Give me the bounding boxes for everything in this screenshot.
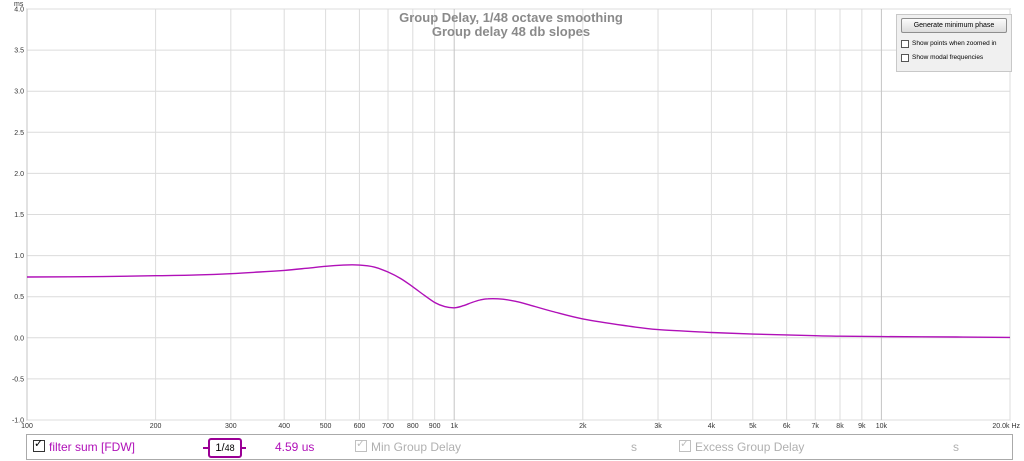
x-tick-label: 700 <box>382 423 394 430</box>
x-tick-label: 200 <box>150 423 162 430</box>
series-line-filter-sum <box>26 264 1011 339</box>
y-tick-label: -1.0 <box>12 418 24 425</box>
chart-grid <box>26 8 1011 421</box>
min-group-delay-label: Min Group Delay <box>371 440 462 454</box>
overlay-controls-panel: Generate minimum phase Show points when … <box>896 14 1012 72</box>
y-tick-label: 0.5 <box>14 294 24 301</box>
show-points-checkbox[interactable] <box>901 40 909 48</box>
cursor-value: 4.59 us <box>275 440 315 454</box>
x-tick-label: 1k <box>450 423 458 430</box>
y-tick-label: 4.0 <box>14 7 24 14</box>
show-modal-label: Show modal frequencies <box>912 54 984 61</box>
group-delay-chart[interactable]: -1.0 -0.5 0.0 0.5 1.0 1.5 2.0 2.5 3.0 3.5 4.0 100 20… <box>0 0 1024 432</box>
x-tick-label: 900 <box>429 423 441 430</box>
x-tick-label: 3k <box>654 423 662 430</box>
min-group-delay-checkbox[interactable]: ✓ <box>355 438 367 452</box>
x-tick-label: 7k <box>812 423 820 430</box>
x-tick-label: 300 <box>225 423 237 430</box>
x-tick-label: 20.0k Hz <box>992 423 1020 430</box>
fraction-slash: / <box>221 442 225 454</box>
smoothing-line-right <box>240 447 246 449</box>
show-points-label: Show points when zoomed in <box>912 40 997 47</box>
generate-minimum-phase-button[interactable]: Generate minimum phase <box>901 18 1007 33</box>
smoothing-denominator: 48 <box>224 443 235 453</box>
y-tick-label: 2.0 <box>14 171 24 178</box>
y-tick-label: 3.0 <box>14 89 24 96</box>
check-icon: ✓ <box>680 438 690 450</box>
smoothing-line-left <box>203 447 209 449</box>
x-tick-label: 8k <box>836 423 844 430</box>
excess-group-delay-unit: s <box>953 440 959 454</box>
show-modal-checkbox[interactable] <box>901 54 909 62</box>
min-group-delay-toggle[interactable]: ✓ Min Group Delay <box>355 435 461 459</box>
x-tick-label: 100 <box>21 423 33 430</box>
y-tick-label: 0.0 <box>14 335 24 342</box>
show-modal-option[interactable]: Show modal frequencies <box>901 53 983 63</box>
excess-group-delay-checkbox[interactable]: ✓ <box>679 438 691 452</box>
trace-checkbox[interactable]: ✓ <box>33 438 45 452</box>
y-axis-unit-label: ms <box>14 1 24 8</box>
x-tick-label: 600 <box>354 423 366 430</box>
y-tick-label: 3.5 <box>14 48 24 55</box>
trace-toggle[interactable]: ✓ filter sum [FDW] <box>33 435 135 459</box>
trace-name-label: filter sum [FDW] <box>49 440 135 454</box>
y-tick-label: -0.5 <box>12 376 24 383</box>
show-points-option[interactable]: Show points when zoomed in <box>901 39 997 49</box>
smoothing-numerator: 1 <box>215 442 222 454</box>
x-tick-label: 400 <box>278 423 290 430</box>
x-tick-label: 5k <box>749 423 757 430</box>
legend-bar: ✓ filter sum [FDW] 1/48 4.59 us ✓ Min Grou… <box>26 434 1013 460</box>
x-tick-label: 2k <box>579 423 587 430</box>
y-tick-label: 1.0 <box>14 253 24 260</box>
smoothing-selector[interactable]: 1/48 <box>208 438 242 458</box>
chart-title: Group Delay, 1/48 octave smoothing <box>399 10 623 25</box>
excess-group-delay-toggle[interactable]: ✓ Excess Group Delay <box>679 435 804 459</box>
check-icon: ✓ <box>356 438 366 450</box>
x-tick-label: 9k <box>858 423 866 430</box>
chart-subtitle: Group delay 48 db slopes <box>432 24 590 39</box>
x-tick-label: 10k <box>876 423 888 430</box>
x-tick-label: 4k <box>708 423 716 430</box>
excess-group-delay-label: Excess Group Delay <box>695 440 805 454</box>
chart-tick-labels: -1.0 -0.5 0.0 0.5 1.0 1.5 2.0 2.5 3.0 3.5 4.0 100 20… <box>12 7 1021 431</box>
check-icon: ✓ <box>34 438 44 450</box>
x-tick-label: 800 <box>407 423 419 430</box>
x-tick-label: 6k <box>783 423 791 430</box>
x-tick-label: 500 <box>320 423 332 430</box>
y-tick-label: 2.5 <box>14 130 24 137</box>
y-tick-label: 1.5 <box>14 212 24 219</box>
min-group-delay-unit: s <box>631 440 637 454</box>
